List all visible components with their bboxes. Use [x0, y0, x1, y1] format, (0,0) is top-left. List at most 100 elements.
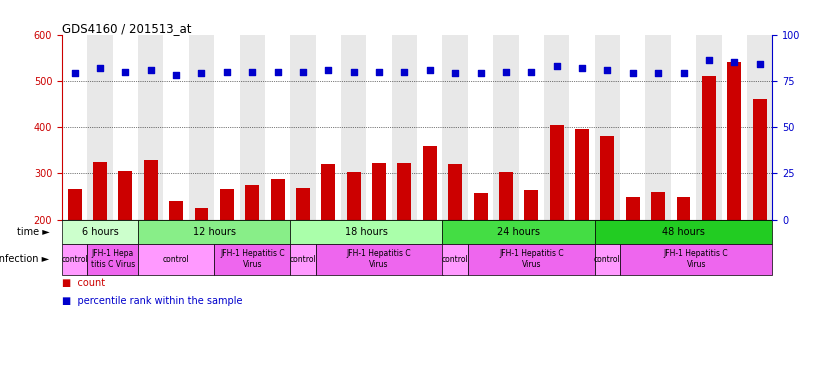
Bar [88, 244, 138, 275]
Point [373, 68, 386, 74]
Bar [214, 35, 240, 220]
Bar [676, 197, 691, 220]
Bar [62, 244, 88, 275]
Bar [321, 164, 335, 220]
Bar [144, 161, 158, 220]
Bar [367, 35, 392, 220]
Bar [112, 35, 138, 220]
Point [195, 70, 208, 76]
Bar [372, 163, 386, 220]
Point [525, 68, 538, 74]
Point [245, 68, 259, 74]
Bar [473, 193, 487, 220]
Bar [68, 189, 82, 220]
Point [702, 57, 715, 63]
Text: control: control [290, 255, 316, 264]
Bar [271, 179, 285, 220]
Point [474, 70, 487, 76]
Bar [93, 162, 107, 220]
Bar [544, 35, 569, 220]
Point [423, 67, 436, 73]
Bar [138, 244, 214, 275]
Point [221, 68, 234, 74]
Bar [443, 220, 595, 244]
Bar [417, 35, 443, 220]
Bar [620, 35, 645, 220]
Bar [626, 197, 640, 220]
Text: control: control [594, 255, 621, 264]
Bar [290, 244, 316, 275]
Point [576, 65, 589, 71]
Bar [595, 35, 620, 220]
Text: JFH-1 Hepatitis C
Virus: JFH-1 Hepatitis C Virus [499, 250, 563, 269]
Bar [138, 220, 290, 244]
Bar [189, 35, 214, 220]
Bar [62, 35, 88, 220]
Text: ■  count: ■ count [62, 278, 105, 288]
Text: JFH-1 Hepa
titis C Virus: JFH-1 Hepa titis C Virus [91, 250, 135, 269]
Bar [702, 76, 716, 220]
Bar [575, 129, 589, 220]
Bar [169, 201, 183, 220]
Bar [316, 35, 341, 220]
Bar [245, 185, 259, 220]
Bar [645, 35, 671, 220]
Bar [341, 35, 367, 220]
Bar [595, 244, 620, 275]
Bar [290, 35, 316, 220]
Bar [62, 220, 138, 244]
Point [93, 65, 107, 71]
Point [322, 67, 335, 73]
Bar [449, 164, 463, 220]
Bar [392, 35, 417, 220]
Bar [88, 35, 112, 220]
Text: 24 hours: 24 hours [497, 227, 540, 237]
Text: time ►: time ► [17, 227, 50, 237]
Point [398, 68, 411, 74]
Point [144, 67, 157, 73]
Text: 6 hours: 6 hours [82, 227, 118, 237]
Text: JFH-1 Hepatitis C
Virus: JFH-1 Hepatitis C Virus [664, 250, 729, 269]
Point [297, 68, 310, 74]
Bar [569, 35, 595, 220]
Point [347, 68, 360, 74]
Point [601, 67, 614, 73]
Bar [651, 192, 665, 220]
Text: 48 hours: 48 hours [662, 227, 705, 237]
Bar [265, 35, 290, 220]
Bar [138, 35, 164, 220]
Bar [220, 189, 234, 220]
Bar [468, 35, 493, 220]
Text: JFH-1 Hepatitis C
Virus: JFH-1 Hepatitis C Virus [347, 250, 411, 269]
Bar [499, 172, 513, 220]
Bar [519, 35, 544, 220]
Bar [696, 35, 722, 220]
Bar [194, 208, 208, 220]
Bar [671, 35, 696, 220]
Bar [443, 244, 468, 275]
Text: GDS4160 / 201513_at: GDS4160 / 201513_at [62, 22, 192, 35]
Bar [296, 188, 310, 220]
Bar [423, 146, 437, 220]
Bar [722, 35, 747, 220]
Text: 12 hours: 12 hours [192, 227, 235, 237]
Bar [397, 163, 411, 220]
Point [626, 70, 639, 76]
Bar [118, 171, 132, 220]
Point [550, 63, 563, 69]
Bar [443, 35, 468, 220]
Text: control: control [61, 255, 88, 264]
Point [271, 68, 284, 74]
Bar [549, 125, 563, 220]
Bar [164, 35, 189, 220]
Text: infection ►: infection ► [0, 254, 50, 264]
Point [499, 68, 512, 74]
Bar [595, 220, 772, 244]
Point [169, 72, 183, 78]
Point [449, 70, 462, 76]
Text: control: control [163, 255, 189, 264]
Point [676, 70, 690, 76]
Bar [240, 35, 265, 220]
Bar [214, 244, 290, 275]
Bar [316, 244, 443, 275]
